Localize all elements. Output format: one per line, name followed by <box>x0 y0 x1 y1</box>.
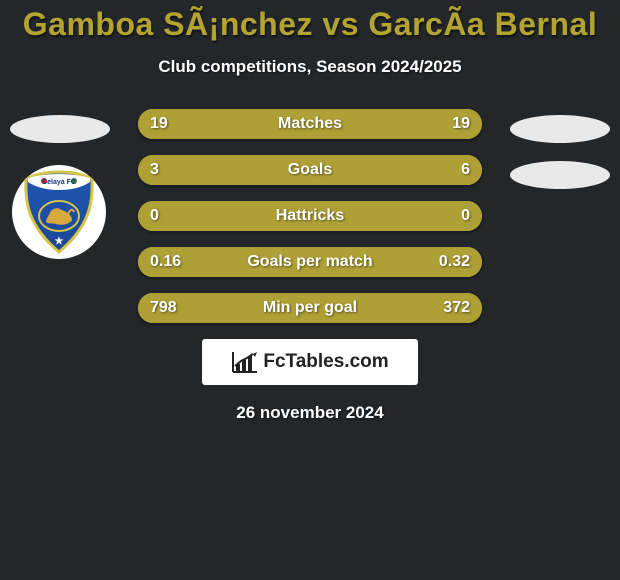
stat-row: 798Min per goal372 <box>138 293 482 323</box>
stat-label: Hattricks <box>138 201 482 231</box>
stat-bars: 19Matches19 3Goals6 0Hattricks0 0.16Goals p… <box>138 109 482 323</box>
brand-inner: FcTables.com <box>231 350 388 374</box>
footer-date: 26 november 2024 <box>0 403 620 423</box>
svg-text:Celaya FC: Celaya FC <box>42 179 76 186</box>
comparison-content: Celaya FC ★ 19Matches19 3Goals6 0Hattricks… <box>0 109 620 323</box>
stat-value-right: 372 <box>443 293 470 323</box>
bar-chart-icon <box>231 350 259 374</box>
stat-label: Goals <box>138 155 482 185</box>
player-right-avatar-placeholder-1 <box>510 115 610 143</box>
stat-label: Goals per match <box>138 247 482 277</box>
brand-text: FcTables.com <box>263 351 388 373</box>
svg-text:★: ★ <box>55 236 64 247</box>
stat-value-right: 6 <box>461 155 470 185</box>
stat-row: 0Hattricks0 <box>138 201 482 231</box>
stat-value-right: 0 <box>461 201 470 231</box>
page-root: Gamboa SÃ¡nchez vs GarcÃ­a Bernal Club c… <box>0 0 620 580</box>
player-left-avatar-placeholder <box>10 115 110 143</box>
page-subtitle: Club competitions, Season 2024/2025 <box>0 57 620 77</box>
stat-row: 3Goals6 <box>138 155 482 185</box>
player-left-club-crest: Celaya FC ★ <box>12 165 106 259</box>
stat-label: Matches <box>138 109 482 139</box>
stat-value-right: 0.32 <box>439 247 470 277</box>
stat-row: 19Matches19 <box>138 109 482 139</box>
stat-row: 0.16Goals per match0.32 <box>138 247 482 277</box>
page-title: Gamboa SÃ¡nchez vs GarcÃ­a Bernal <box>0 6 620 43</box>
stat-label: Min per goal <box>138 293 482 323</box>
brand-badge: FcTables.com <box>202 339 418 385</box>
stat-value-right: 19 <box>452 109 470 139</box>
celaya-crest-icon: Celaya FC ★ <box>22 170 96 254</box>
player-right-avatar-placeholder-2 <box>510 161 610 189</box>
